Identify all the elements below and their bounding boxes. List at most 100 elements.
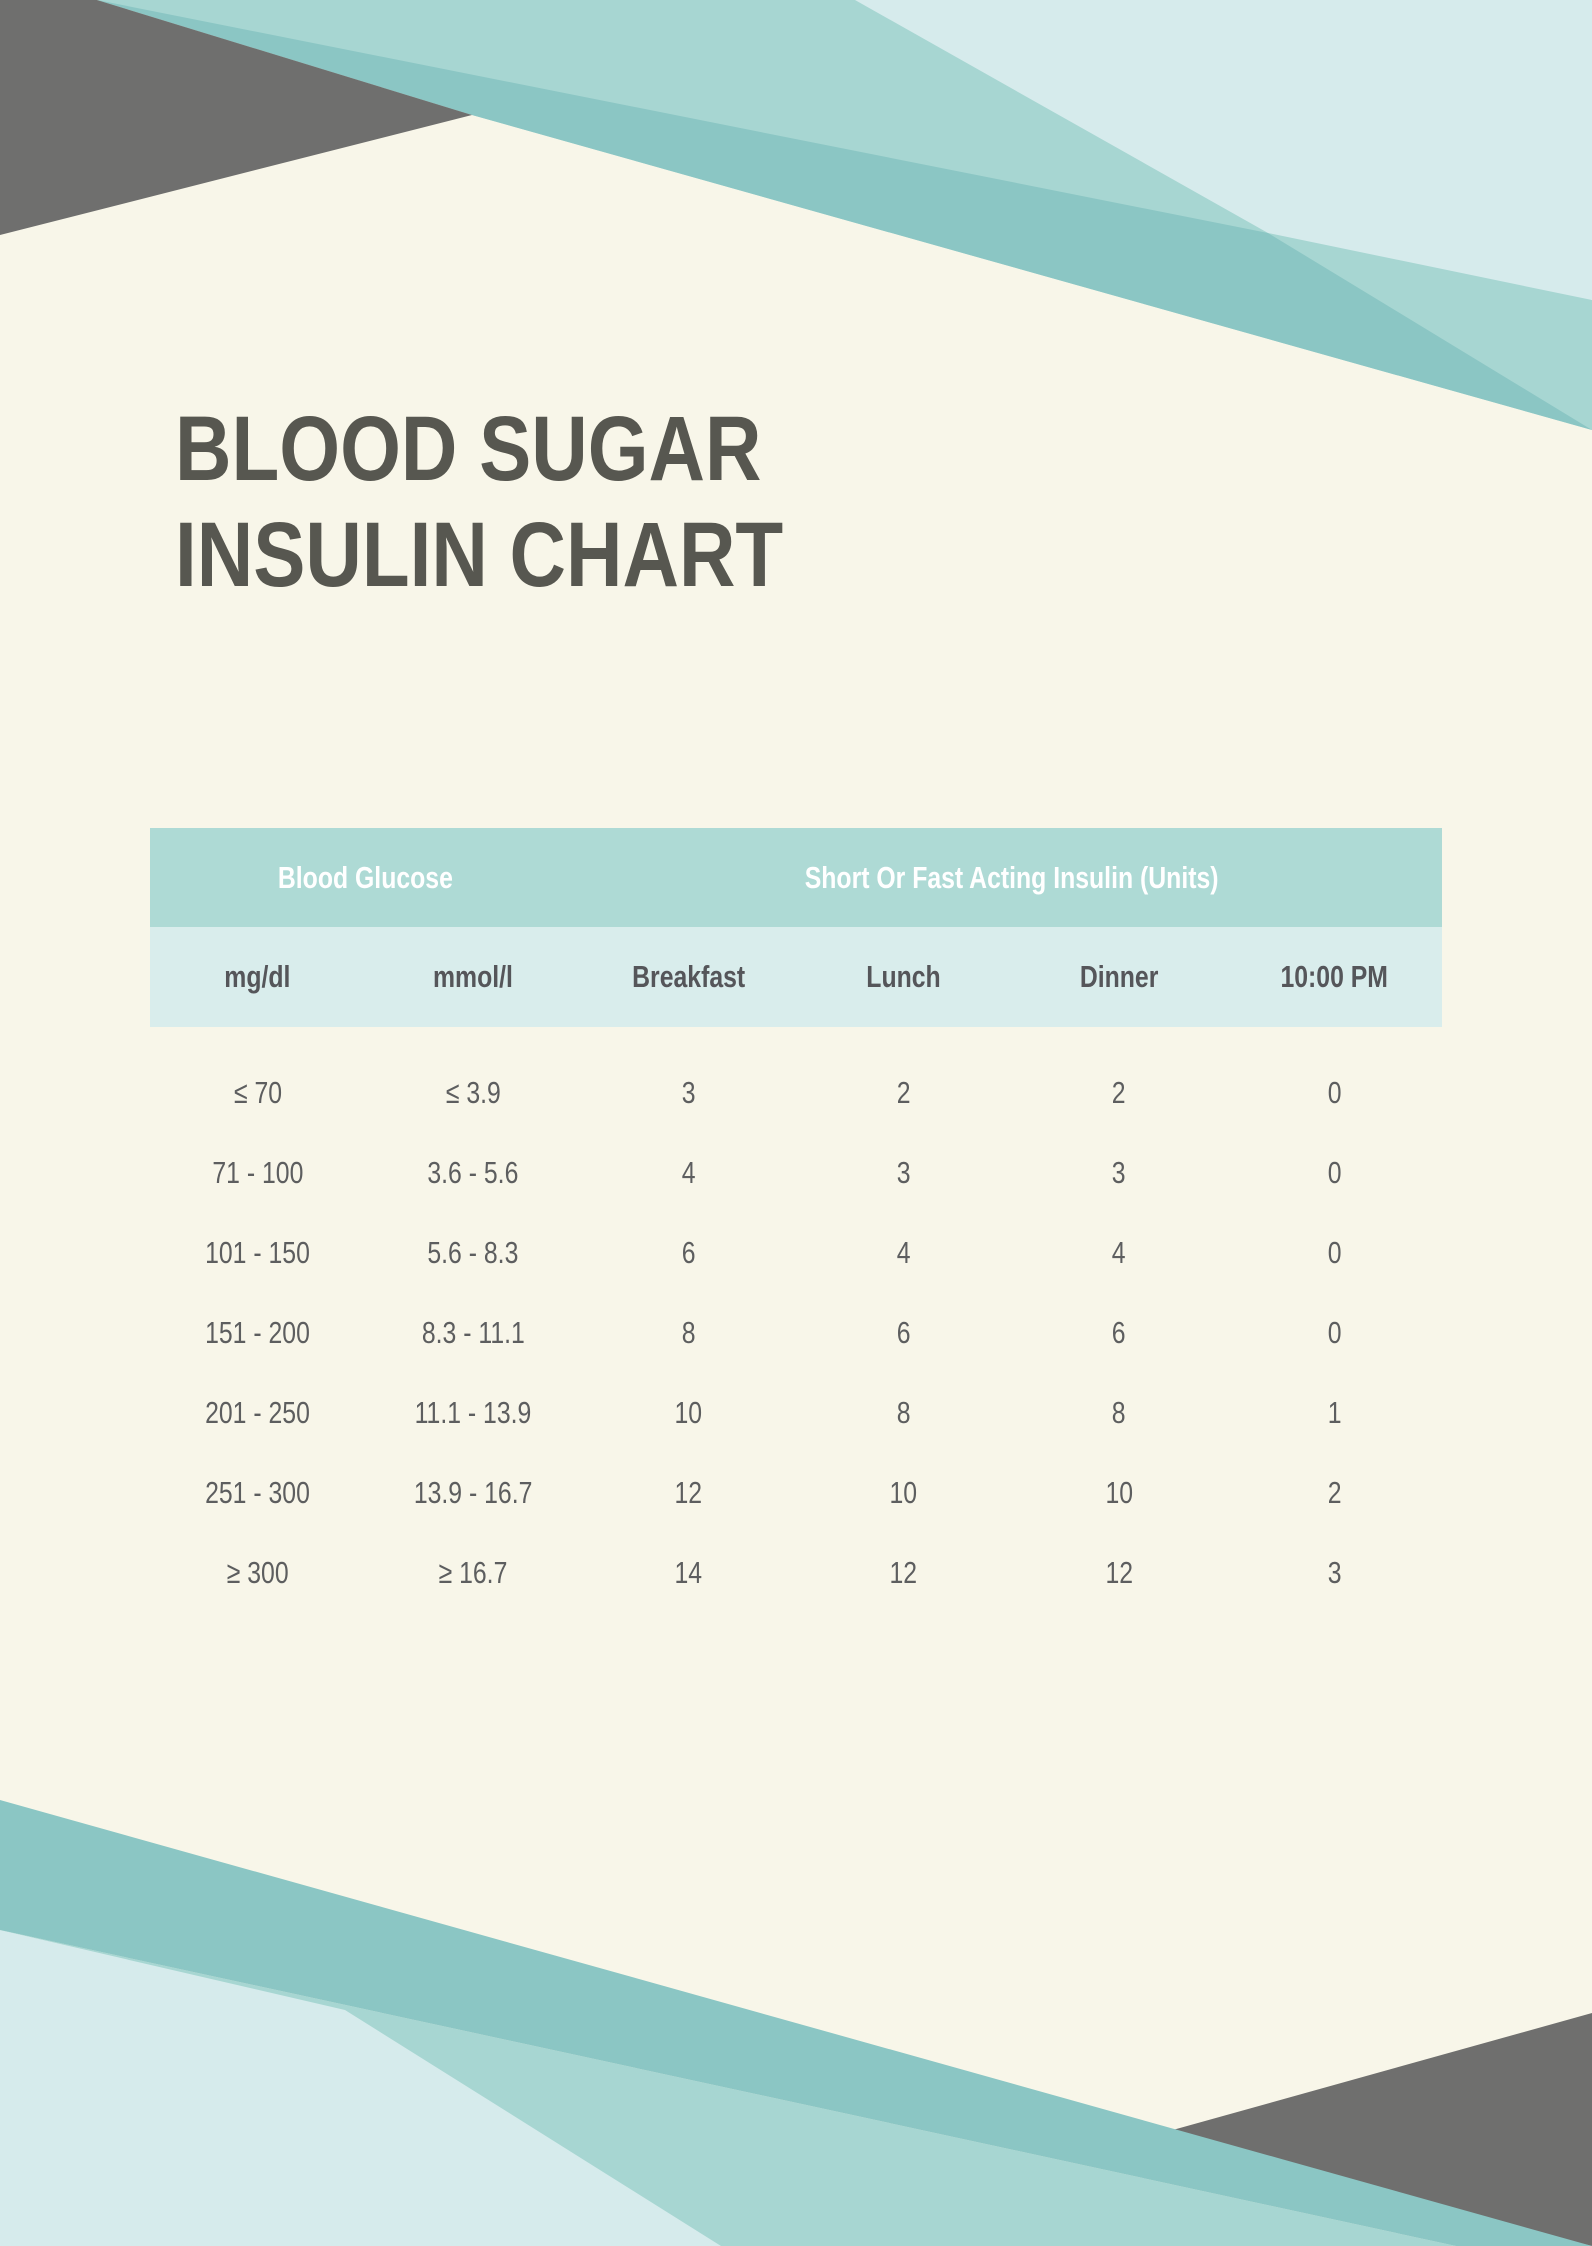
page-title-line1: BLOOD SUGAR [175,398,762,500]
table-cell: 12 [581,1453,796,1533]
cell-value: 12 [674,1475,703,1510]
table-cell: ≥ 16.7 [365,1533,580,1613]
column-header-label: mg/dl [224,959,291,994]
table-cell: 5.6 - 8.3 [365,1213,580,1293]
table-cell: 201 - 250 [150,1373,365,1453]
table-cell: 8 [581,1293,796,1373]
table-cell: 101 - 150 [150,1213,365,1293]
table-cell: 1 [1227,1373,1442,1453]
cell-value: 8.3 - 11.1 [421,1315,525,1350]
cell-value: 13.9 - 16.7 [413,1475,533,1510]
table-cell: 251 - 300 [150,1453,365,1533]
table-cell: 10 [581,1373,796,1453]
column-header-mgdl: mg/dl [150,927,366,1027]
table-row: ≤ 70 ≤ 3.9 3 2 2 0 [150,1053,1442,1133]
cell-value: 5.6 - 8.3 [427,1235,519,1270]
table-row: 251 - 300 13.9 - 16.7 12 10 10 2 [150,1453,1442,1533]
cell-value: 0 [1327,1315,1342,1350]
group-header-row: Blood Glucose Short Or Fast Acting Insul… [150,828,1442,927]
table-cell: 3.6 - 5.6 [365,1133,580,1213]
group-header-blood-glucose: Blood Glucose [150,828,581,927]
cell-value: 4 [681,1155,696,1190]
cell-value: 8 [1112,1395,1126,1430]
cell-value: 6 [896,1315,911,1350]
table-cell: 4 [581,1133,796,1213]
table-row: 101 - 150 5.6 - 8.3 6 4 4 0 [150,1213,1442,1293]
column-header-label: 10:00 PM [1280,959,1389,994]
table-cell: 8.3 - 11.1 [365,1293,580,1373]
table-cell: 2 [1011,1053,1226,1133]
cell-value: 4 [896,1235,911,1270]
cell-value: 251 - 300 [205,1475,311,1510]
table-cell: 8 [1011,1373,1226,1453]
cell-value: 201 - 250 [205,1395,311,1430]
group-header-label: Short Or Fast Acting Insulin (Units) [804,859,1219,895]
table-row: 151 - 200 8.3 - 11.1 8 6 6 0 [150,1293,1442,1373]
cell-value: 4 [1112,1235,1126,1270]
table-cell: 4 [796,1213,1011,1293]
table-cell: 8 [796,1373,1011,1453]
cell-value: 6 [1112,1315,1126,1350]
cell-value: ≥ 16.7 [438,1555,508,1590]
column-header-dinner: Dinner [1011,927,1227,1027]
cell-value: 101 - 150 [205,1235,311,1270]
table-cell: 10 [796,1453,1011,1533]
table-row: ≥ 300 ≥ 16.7 14 12 12 3 [150,1533,1442,1613]
cell-value: 14 [674,1555,703,1590]
group-header-insulin-units: Short Or Fast Acting Insulin (Units) [580,828,1442,927]
group-header-label: Blood Glucose [277,859,453,895]
insulin-dose-table: Blood Glucose Short Or Fast Acting Insul… [150,828,1442,1613]
table-cell: 0 [1227,1053,1442,1133]
cell-value: 10 [1105,1475,1133,1510]
table-cell: 2 [1227,1453,1442,1533]
table-cell: 12 [796,1533,1011,1613]
table-cell: 3 [1011,1133,1226,1213]
table-cell: ≥ 300 [150,1533,365,1613]
cell-value: ≥ 300 [226,1555,289,1590]
cell-value: 71 - 100 [212,1155,304,1190]
cell-value: 8 [896,1395,911,1430]
column-header-label: Lunch [866,959,941,994]
cell-value: 2 [896,1075,911,1110]
cell-value: 10 [674,1395,703,1430]
table-cell: 14 [581,1533,796,1613]
table-cell: ≤ 3.9 [365,1053,580,1133]
table-cell: 0 [1227,1213,1442,1293]
column-header-10pm: 10:00 PM [1226,927,1442,1027]
cell-value: 0 [1327,1155,1342,1190]
page-title-line2: INSULIN CHART [175,504,784,606]
cell-value: 8 [681,1315,696,1350]
page-title: BLOOD SUGAR INSULIN CHART [175,396,783,608]
cell-value: 151 - 200 [205,1315,311,1350]
table-cell: 13.9 - 16.7 [365,1453,580,1533]
column-header-label: Dinner [1079,959,1159,994]
table-cell: 6 [581,1213,796,1293]
cell-value: 3 [1112,1155,1126,1190]
table-cell: 10 [1011,1453,1226,1533]
cell-value: ≤ 3.9 [445,1075,501,1110]
table-cell: 3 [1227,1533,1442,1613]
table-header: Blood Glucose Short Or Fast Acting Insul… [150,828,1442,1027]
column-header-row: mg/dl mmol/l Breakfast Lunch Dinner 10:0… [150,927,1442,1027]
column-header-label: mmol/l [433,959,513,994]
cell-value: 3 [896,1155,911,1190]
table-body: ≤ 70 ≤ 3.9 3 2 2 0 71 - 100 3.6 - 5.6 4 3 3 0 101 - … [150,1027,1442,1613]
table-cell: 6 [1011,1293,1226,1373]
cell-value: 3.6 - 5.6 [427,1155,519,1190]
table-cell: 0 [1227,1293,1442,1373]
table-cell: 12 [1011,1533,1226,1613]
cell-value: 2 [1112,1075,1126,1110]
cell-value: 6 [681,1235,696,1270]
cell-value: 12 [889,1555,918,1590]
table-cell: 2 [796,1053,1011,1133]
cell-value: 0 [1327,1075,1342,1110]
cell-value: 3 [1327,1555,1342,1590]
cell-value: 2 [1327,1475,1342,1510]
column-header-label: Breakfast [631,959,745,994]
table-cell: 0 [1227,1133,1442,1213]
table-cell: 6 [796,1293,1011,1373]
table-cell: ≤ 70 [150,1053,365,1133]
table-row: 71 - 100 3.6 - 5.6 4 3 3 0 [150,1133,1442,1213]
table-cell: 71 - 100 [150,1133,365,1213]
